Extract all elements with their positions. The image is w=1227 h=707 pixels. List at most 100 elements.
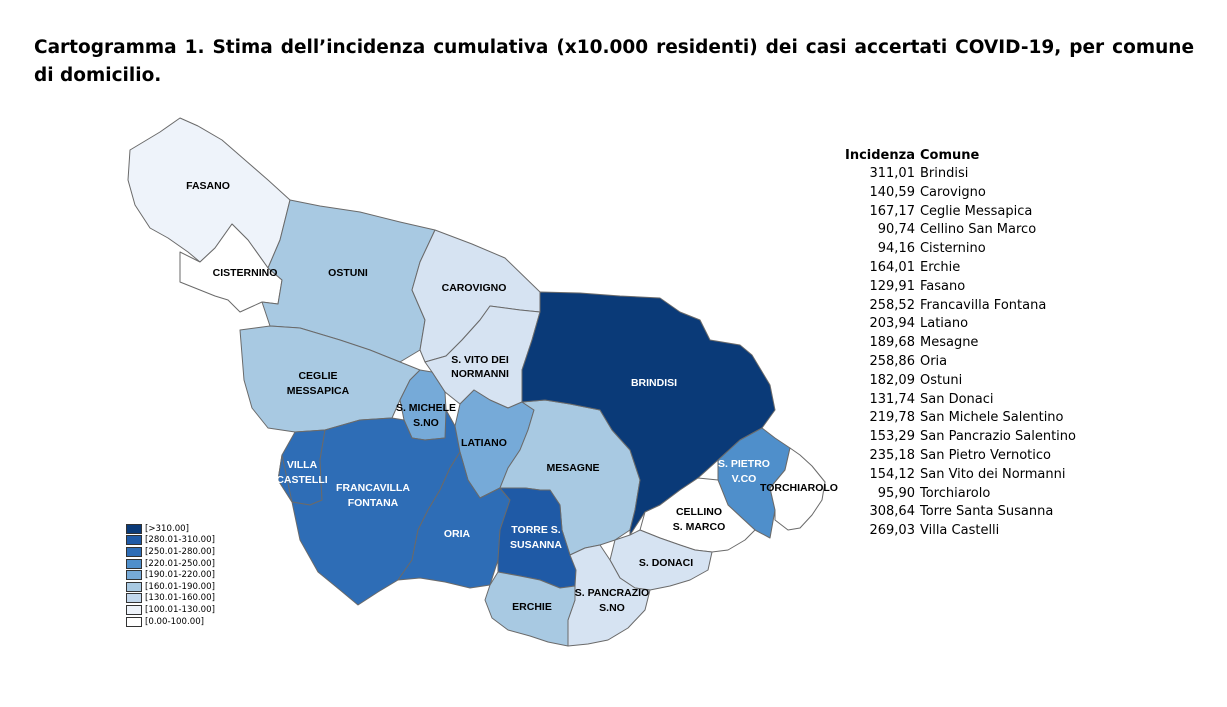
region-erchie xyxy=(484,571,576,647)
incidence-value: 219,78 xyxy=(869,410,915,426)
municipality-name: San Pancrazio Salentino xyxy=(919,429,1076,445)
incidence-value: 203,94 xyxy=(869,316,915,332)
municipality-name: Ostuni xyxy=(919,372,963,388)
table-row: 235,18 San Pietro Vernotico xyxy=(845,447,1076,466)
label-torre-1: TORRE S. xyxy=(511,524,560,536)
table-row: 219,78 San Michele Salentino xyxy=(845,409,1076,428)
map-title: Cartogramma 1. Stima dell’incidenza cumu… xyxy=(34,37,1194,86)
legend-swatch xyxy=(126,523,142,534)
label-cisternino: CISTERNINO xyxy=(213,267,278,279)
incidence-value: 258,86 xyxy=(869,353,915,369)
municipality-name: Carovigno xyxy=(919,184,986,200)
legend-label: [160.01-190.00] xyxy=(145,581,215,592)
incidence-value: 269,03 xyxy=(869,523,915,539)
label-san-vito-1: S. VITO DEI xyxy=(451,354,509,366)
table-row: 94,16 Cisternino xyxy=(845,240,1076,259)
table-body: 311,01 Brindisi 140,59 Carovigno 167,17 Ceg… xyxy=(845,165,1076,541)
label-san-donaci: S. DONACI xyxy=(639,557,693,569)
municipality-name: Ceglie Messapica xyxy=(919,203,1033,219)
municipality-name: San Pietro Vernotico xyxy=(919,447,1051,463)
legend-label: [130.01-160.00] xyxy=(145,593,215,604)
table-row: 189,68 Mesagne xyxy=(845,334,1076,353)
table-header-row: Incidenza Comune xyxy=(845,146,1076,165)
incidence-value: 90,74 xyxy=(877,222,915,238)
municipality-name: Francavilla Fontana xyxy=(919,297,1047,313)
incidence-value: 164,01 xyxy=(869,259,915,275)
region-oria xyxy=(397,451,511,589)
legend-label: [280.01-310.00] xyxy=(145,535,215,546)
table-row: 140,59 Carovigno xyxy=(845,184,1076,203)
table-row: 308,64 Torre Santa Susanna xyxy=(845,503,1076,522)
label-ceglie-1: CEGLIE xyxy=(298,370,337,382)
table-row: 182,09 Ostuni xyxy=(845,372,1076,391)
municipality-name: Erchie xyxy=(919,259,961,275)
label-cellino-1: CELLINO xyxy=(676,506,722,518)
label-fasano: FASANO xyxy=(186,180,230,192)
table-row: 258,52 Francavilla Fontana xyxy=(845,297,1076,316)
legend-row: [>310.00] xyxy=(126,523,215,535)
municipality-name: Torre Santa Susanna xyxy=(919,504,1054,520)
label-brindisi: BRINDISI xyxy=(631,377,677,389)
legend-swatch xyxy=(126,581,142,592)
label-san-pancrazio-1: S. PANCRAZIO xyxy=(575,587,649,599)
region-fasano xyxy=(127,117,291,269)
label-san-pietro-2: V.CO xyxy=(732,473,757,485)
label-cellino-2: S. MARCO xyxy=(673,521,726,533)
legend-swatch xyxy=(126,558,142,569)
table-row: 167,17 Ceglie Messapica xyxy=(845,203,1076,222)
legend-row: [250.01-280.00] xyxy=(126,546,215,558)
header-incidenza: Incidenza xyxy=(845,148,915,163)
label-san-michele-2: S.NO xyxy=(413,417,439,429)
municipality-name: Villa Castelli xyxy=(919,523,1000,539)
label-oria: ORIA xyxy=(444,528,471,540)
label-san-pietro-1: S. PIETRO xyxy=(718,458,770,470)
incidence-value: 153,29 xyxy=(869,429,915,445)
map-legend: [>310.00] [280.01-310.00] [250.01-280.00… xyxy=(126,523,215,627)
table-row: 311,01 Brindisi xyxy=(845,165,1076,184)
legend-label: [0.00-100.00] xyxy=(145,616,205,627)
incidence-value: 311,01 xyxy=(869,166,915,181)
label-torchiarolo: TORCHIAROLO xyxy=(760,482,838,494)
table-row: 164,01 Erchie xyxy=(845,259,1076,278)
legend-swatch xyxy=(126,616,142,627)
label-torre-2: SUSANNA xyxy=(510,539,562,551)
legend-swatch xyxy=(126,604,142,615)
legend-swatch xyxy=(126,546,142,557)
municipality-name: Brindisi xyxy=(919,166,969,181)
label-villa-castelli-2: CASTELLI xyxy=(276,474,327,486)
legend-label: [>310.00] xyxy=(145,523,189,534)
label-carovigno: CAROVIGNO xyxy=(442,282,507,294)
incidence-value: 129,91 xyxy=(869,278,915,294)
municipality-name: Oria xyxy=(919,353,948,369)
table-row: 203,94 Latiano xyxy=(845,315,1076,334)
label-erchie: ERCHIE xyxy=(512,601,552,613)
legend-row: [190.01-220.00] xyxy=(126,569,215,581)
header-comune: Comune xyxy=(919,148,980,163)
incidence-value: 140,59 xyxy=(869,184,915,200)
label-villa-castelli-1: VILLA xyxy=(287,459,318,471)
incidence-value: 189,68 xyxy=(869,335,915,351)
legend-row: [220.01-250.00] xyxy=(126,558,215,570)
municipality-name: San Donaci xyxy=(919,391,994,407)
legend-row: [100.01-130.00] xyxy=(126,604,215,616)
legend-label: [100.01-130.00] xyxy=(145,604,215,615)
incidence-value: 235,18 xyxy=(869,447,915,463)
table-row: 129,91 Fasano xyxy=(845,278,1076,297)
table-row: 95,90 Torchiarolo xyxy=(845,485,1076,504)
table-row: 258,86 Oria xyxy=(845,353,1076,372)
table-row: 131,74 San Donaci xyxy=(845,391,1076,410)
legend-label: [250.01-280.00] xyxy=(145,546,215,557)
municipality-name: Torchiarolo xyxy=(919,485,991,501)
municipality-name: Cellino San Marco xyxy=(919,222,1037,238)
municipality-name: San Michele Salentino xyxy=(919,410,1064,426)
incidence-table: Incidenza Comune 311,01 Brindisi 140,59 Ca… xyxy=(845,146,1076,541)
region-torchiarolo xyxy=(769,447,826,531)
table-row: 154,12 San Vito dei Normanni xyxy=(845,466,1076,485)
legend-row: [0.00-100.00] xyxy=(126,616,215,628)
incidence-value: 154,12 xyxy=(869,466,915,482)
incidence-value: 258,52 xyxy=(869,297,915,313)
legend-label: [190.01-220.00] xyxy=(145,570,215,581)
table-row: 153,29 San Pancrazio Salentino xyxy=(845,428,1076,447)
table-row: 90,74 Cellino San Marco xyxy=(845,221,1076,240)
